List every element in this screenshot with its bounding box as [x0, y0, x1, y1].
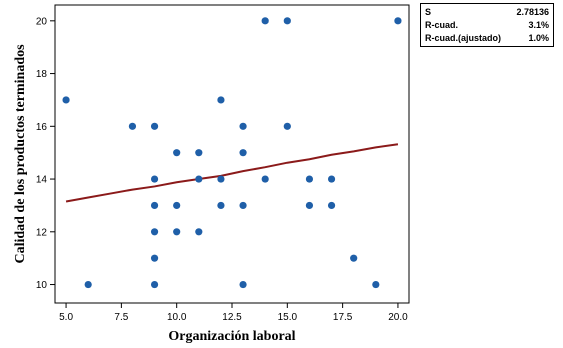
y-tick-label: 16 — [36, 122, 48, 133]
data-point — [84, 280, 92, 289]
data-point — [217, 96, 225, 104]
data-point — [327, 175, 336, 183]
data-point — [173, 201, 181, 210]
data-point — [327, 201, 336, 210]
y-tick-label: 20 — [36, 16, 48, 27]
data-point — [283, 122, 291, 130]
stat-label: R-cuad.(ajustado) — [425, 33, 502, 43]
stat-row-r-sq-adj: R-cuad.(ajustado) 1.0% — [425, 32, 549, 45]
x-tick-label: 12.5 — [222, 312, 242, 323]
x-tick-label: 15.0 — [278, 312, 298, 323]
data-point — [261, 175, 269, 183]
stat-label: R-cuad. — [425, 20, 459, 30]
stats-box: S 2.78136 R-cuad. 3.1% R-cuad.(ajustado)… — [420, 3, 554, 47]
data-point — [150, 201, 159, 210]
stat-value: 2.78136 — [516, 7, 549, 17]
data-point — [394, 17, 402, 25]
stat-label: S — [425, 7, 432, 17]
y-tick-label: 12 — [36, 227, 48, 238]
data-point — [217, 175, 225, 183]
data-point — [150, 254, 159, 262]
plot-area — [54, 4, 410, 304]
y-axis-title: Calidad de los productos terminados — [13, 44, 28, 264]
x-tick-label: 5.0 — [59, 312, 73, 323]
data-point — [173, 228, 181, 236]
data-point — [173, 149, 181, 157]
data-point — [128, 122, 137, 130]
data-point — [305, 201, 314, 210]
data-point — [239, 149, 247, 157]
y-tick-label: 18 — [36, 69, 48, 80]
data-point — [195, 175, 203, 183]
data-point — [261, 17, 269, 25]
data-point — [150, 175, 159, 183]
stat-row-s: S 2.78136 — [425, 6, 549, 19]
data-point — [239, 122, 247, 130]
y-axis: 10 12 14 16 18 20 — [36, 16, 55, 291]
data-point — [283, 17, 291, 25]
stat-value: 3.1% — [528, 20, 549, 30]
points-layer — [62, 17, 402, 289]
stat-value: 1.0% — [528, 33, 549, 43]
fit-line — [65, 143, 399, 203]
data-point — [217, 201, 225, 210]
x-tick-label: 20.0 — [388, 312, 408, 323]
x-axis-title: Organización laboral — [168, 329, 295, 344]
data-point — [350, 254, 358, 262]
fit-line-layer — [65, 143, 399, 203]
data-point — [62, 96, 70, 104]
data-point — [195, 149, 203, 157]
data-point — [239, 201, 247, 210]
y-tick-label: 10 — [36, 280, 48, 291]
x-tick-label: 7.5 — [114, 312, 128, 323]
data-point — [372, 280, 380, 289]
data-point — [150, 280, 159, 289]
data-point — [150, 122, 159, 130]
x-tick-label: 17.5 — [333, 312, 353, 323]
data-point — [150, 228, 159, 236]
data-point — [195, 228, 203, 236]
x-axis: 5.0 7.5 10.0 12.5 15.0 17.5 20.0 — [59, 303, 408, 323]
data-point — [239, 280, 247, 289]
data-point — [305, 175, 314, 183]
stat-row-r-sq: R-cuad. 3.1% — [425, 19, 549, 32]
y-tick-label: 14 — [36, 175, 48, 186]
x-tick-label: 10.0 — [167, 312, 187, 323]
